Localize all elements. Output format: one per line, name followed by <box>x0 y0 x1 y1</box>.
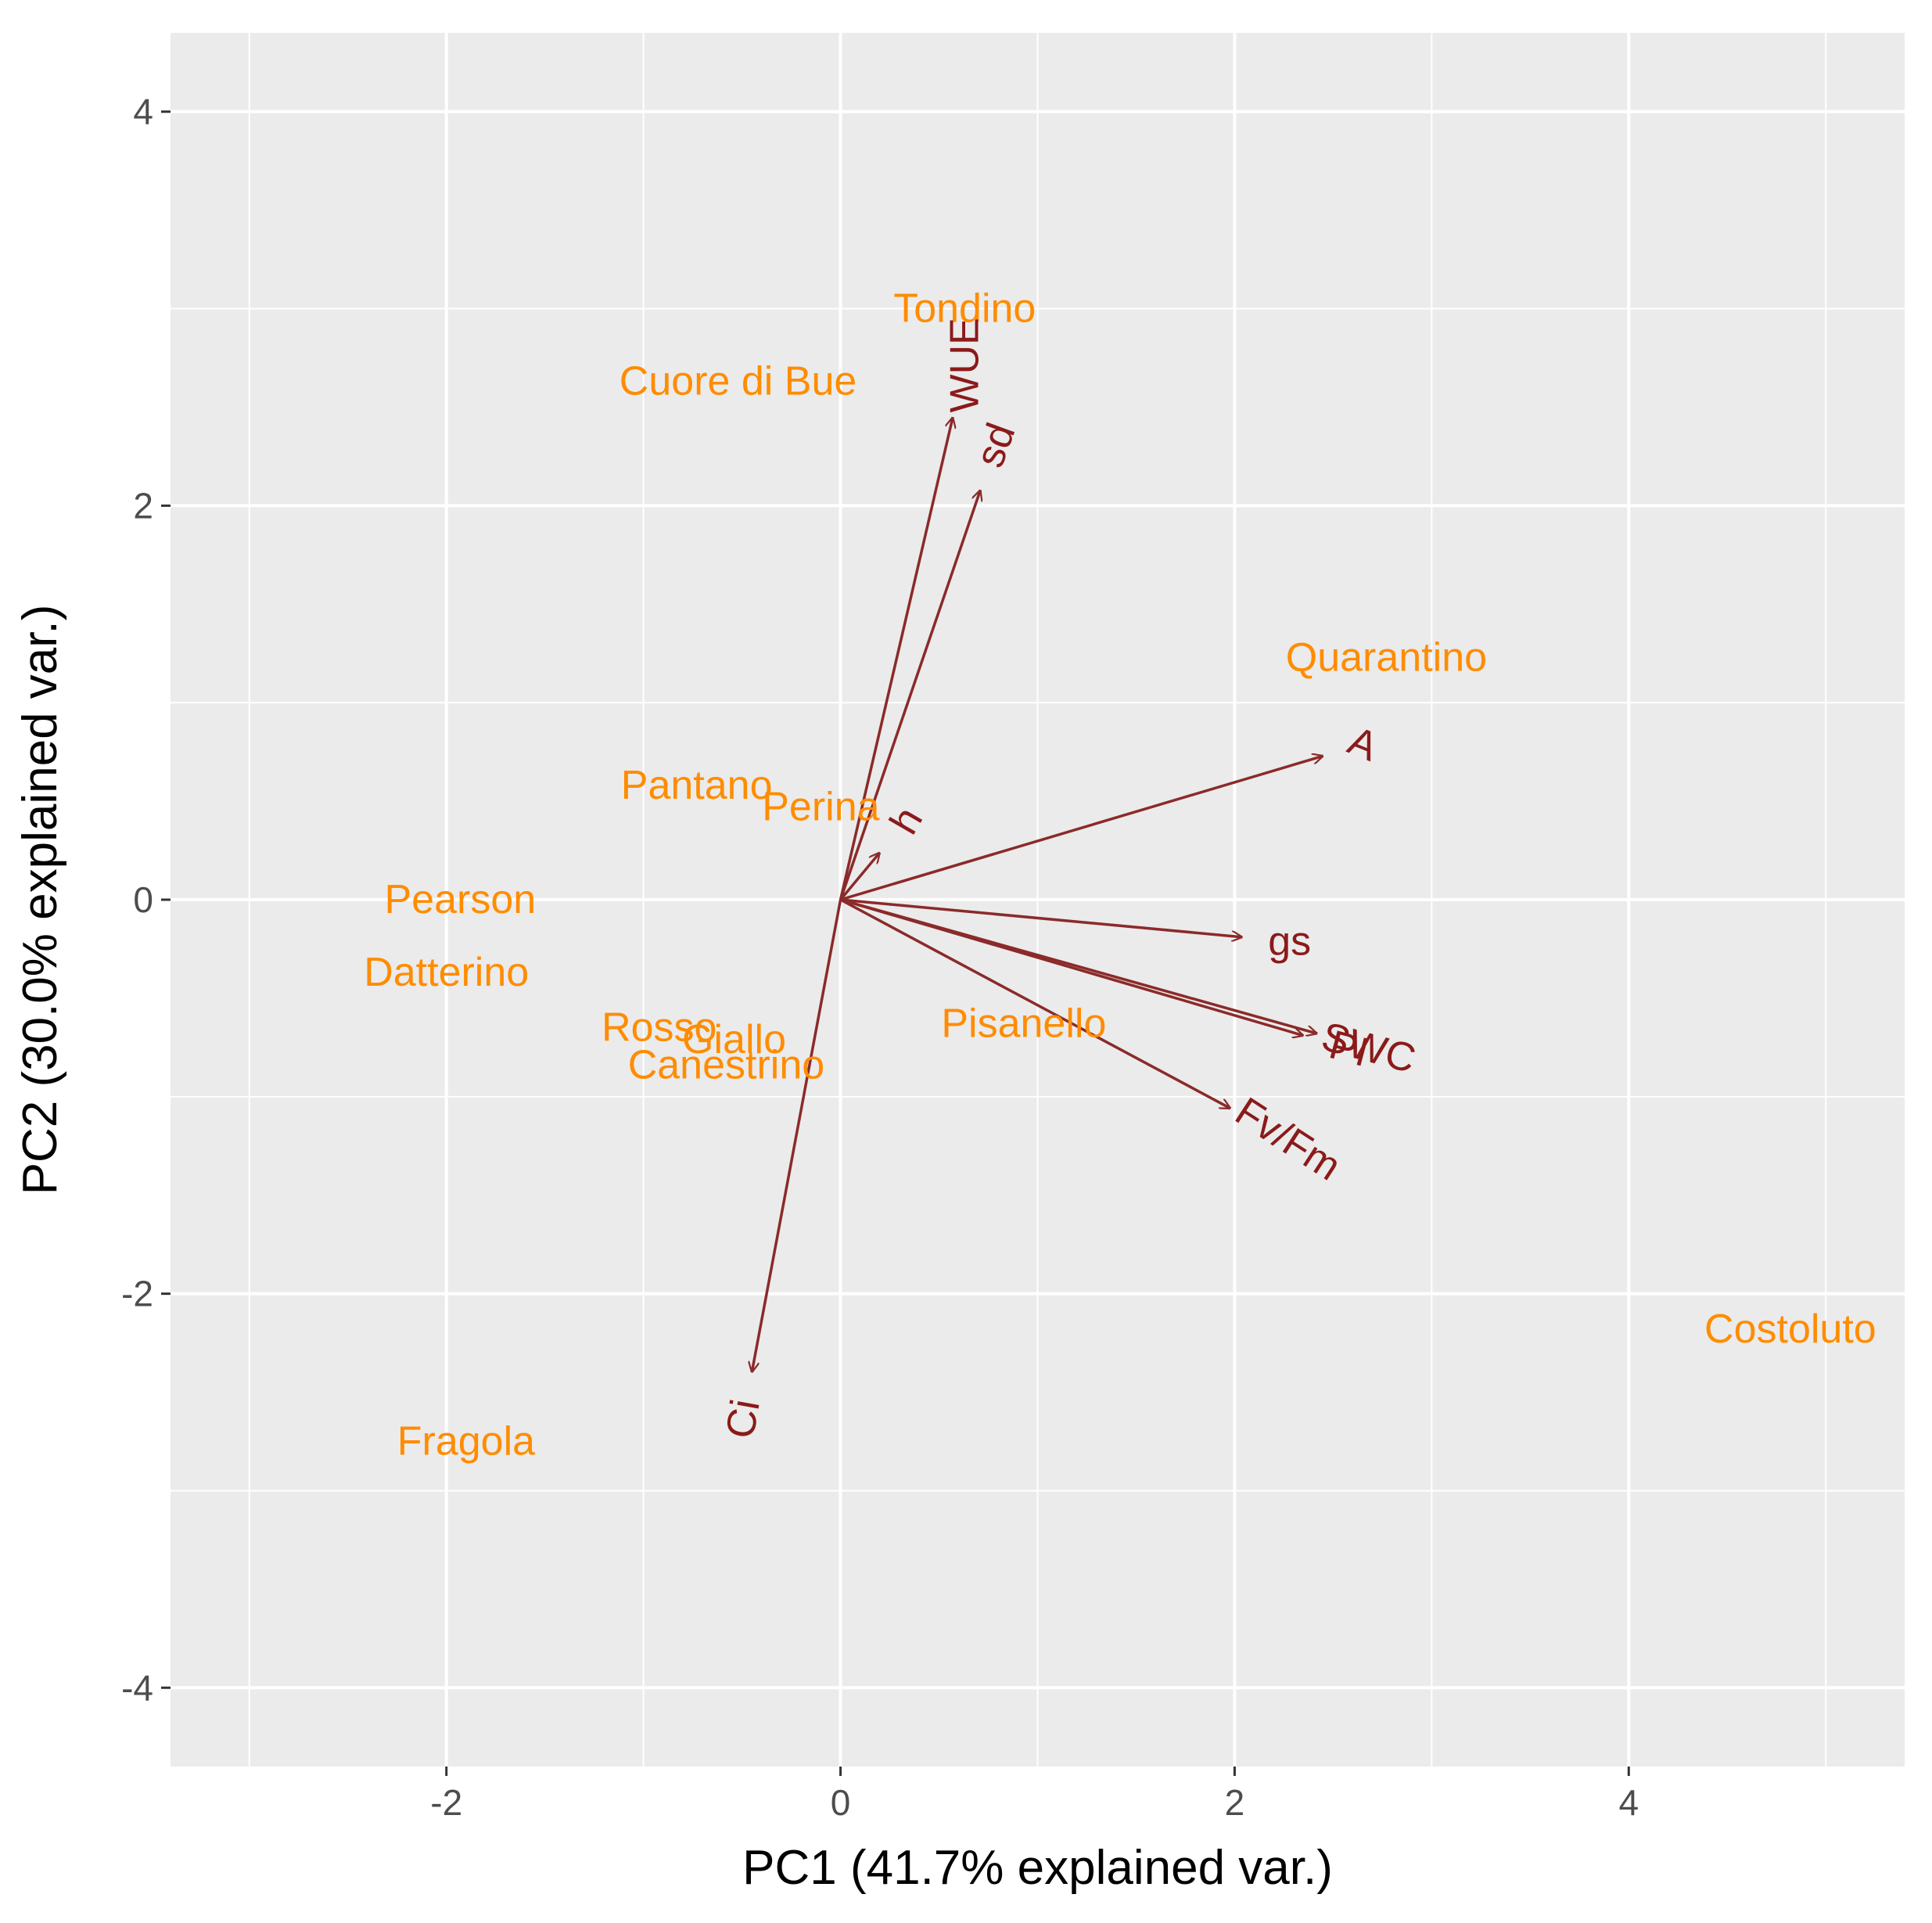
arrow-fv-fm <box>839 898 1231 1110</box>
observation-fragola: Fragola <box>397 1419 535 1465</box>
y-tick-label: 0 <box>133 879 153 920</box>
variable-label-gs: gs <box>1268 918 1311 964</box>
variable-label-ci: Ci <box>717 1396 769 1442</box>
observation-cuore-di-bue: Cuore di Bue <box>619 359 857 404</box>
axis-ticks <box>161 110 1630 1776</box>
arrow-ci <box>752 899 842 1372</box>
x-tick-label: 2 <box>1225 1782 1245 1823</box>
tick-labels: -2 0 2 4 -4 -2 0 2 4 <box>121 92 1639 1823</box>
observation-labels: Tondino Cuore di Bue Quarantino PantanoPeri… <box>364 286 1876 1465</box>
observation-pisanello: Pisanello <box>941 1001 1106 1047</box>
observation-canestrino: Canestrino <box>628 1043 824 1088</box>
y-axis-title: PC2 (30.0% explained var.) <box>13 605 67 1195</box>
x-tick-label: 0 <box>831 1782 851 1823</box>
arrow-swc <box>840 898 1318 1033</box>
observation-costoluto: Costoluto <box>1704 1307 1876 1352</box>
arrow-wue <box>839 417 953 900</box>
variable-arrows <box>752 417 1323 1372</box>
y-tick-label: -4 <box>121 1667 153 1708</box>
x-axis-title: PC1 (41.7% explained var.) <box>742 1841 1333 1895</box>
arrow-sd <box>839 490 981 900</box>
observation-giallo: Giallo <box>682 1017 786 1062</box>
arrow-h <box>839 853 880 901</box>
observation-pearson: Pearson <box>384 877 536 922</box>
x-tick-label: -2 <box>430 1782 462 1823</box>
y-tick-label: 4 <box>133 92 153 132</box>
arrow-a <box>840 756 1323 901</box>
variable-label-wue: WUE <box>943 318 988 412</box>
observation-quarantino: Quarantino <box>1286 634 1487 680</box>
arrow-gs <box>840 898 1243 937</box>
observation-tondino: Tondino <box>893 286 1036 332</box>
observation-perina: Perina <box>762 785 879 830</box>
y-tick-label: 2 <box>133 485 153 526</box>
x-tick-label: 4 <box>1618 1782 1639 1823</box>
observation-pantano: Pantano <box>621 763 773 808</box>
observation-rosso: Rosso <box>602 1005 716 1051</box>
y-tick-label: -2 <box>121 1274 153 1314</box>
observation-datterino: Datterino <box>364 950 529 995</box>
